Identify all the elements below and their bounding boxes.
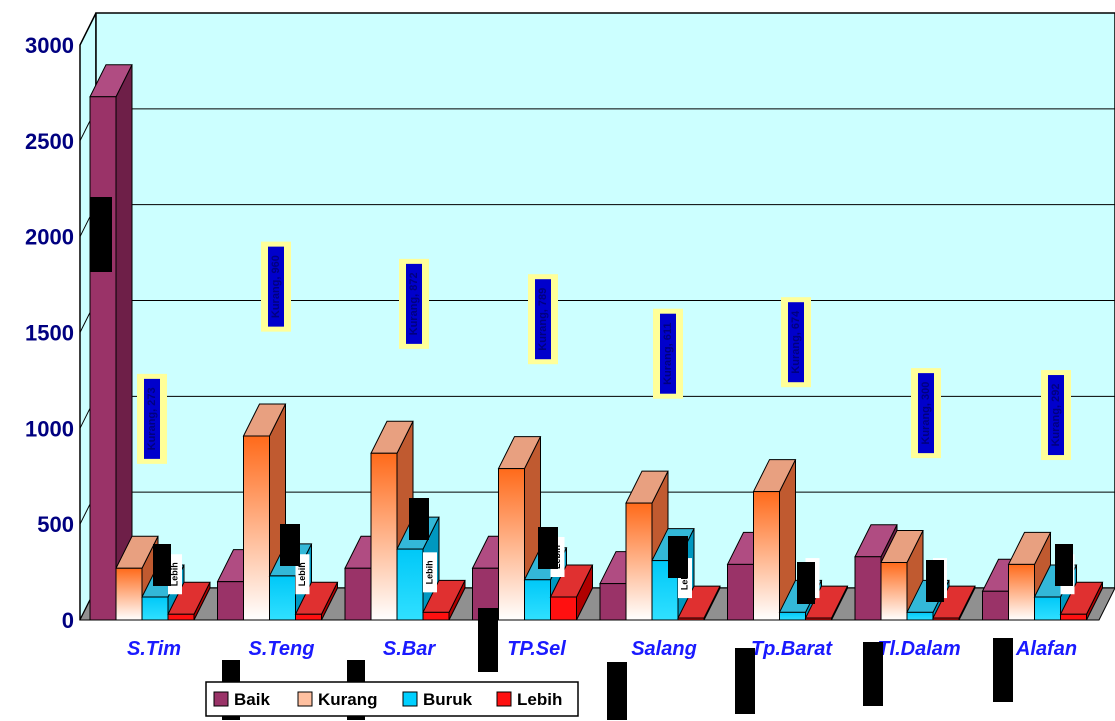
black-mark [668, 536, 688, 578]
bar-kurang[interactable] [242, 403, 287, 621]
y-tick-label: 2500 [25, 129, 74, 154]
legend-item-kurang[interactable]: Kurang [297, 690, 378, 709]
black-mark [478, 608, 498, 672]
svg-text:Kurang, 292: Kurang, 292 [1050, 384, 1062, 447]
svg-text:Kurang, 960: Kurang, 960 [270, 255, 282, 318]
svg-text:Buruk: Buruk [423, 690, 473, 709]
callout-label: Kurang, 960 [261, 241, 291, 332]
x-tick-label: Tl.Dalam [877, 638, 960, 660]
y-tick-label: 1500 [25, 321, 74, 346]
bar-series [89, 64, 1104, 621]
svg-text:Kurang: Kurang [318, 690, 378, 709]
legend-item-baik[interactable]: Baik [213, 690, 270, 709]
black-mark [538, 527, 558, 569]
callout-label: Kurang, 292 [1041, 370, 1071, 461]
plot-walls [79, 12, 1115, 621]
bar-lebih[interactable] [549, 564, 594, 621]
legend-box [205, 681, 579, 717]
bar-lebih[interactable] [167, 581, 211, 621]
callout-label: Kurang, 872 [399, 258, 429, 349]
x-tick-label: S.Bar [383, 638, 436, 660]
svg-text:Lebih: Lebih [679, 566, 689, 590]
callout-label: Kurang, 300 [911, 368, 941, 459]
svg-text:Lebih: Lebih [297, 562, 307, 586]
svg-text:Kurang, 872: Kurang, 872 [408, 272, 420, 335]
svg-text:Lebih: Lebih [424, 560, 434, 584]
x-tick-label: Alafan [1015, 638, 1077, 660]
black-mark [863, 642, 883, 706]
black-mark [993, 638, 1013, 702]
svg-text:Kurang, 273: Kurang, 273 [146, 387, 158, 450]
svg-text:Kurang, 611: Kurang, 611 [662, 323, 674, 385]
callout-label: Kurang, 674 [781, 297, 811, 388]
svg-text:Kurang, 674: Kurang, 674 [790, 310, 802, 374]
x-tick-label: Salang [631, 638, 697, 660]
legend[interactable]: Baik Kurang Buruk Lebih [205, 681, 579, 717]
black-mark [797, 562, 815, 604]
y-tick-label: 500 [37, 512, 74, 537]
black-mark [735, 648, 755, 714]
bar-kurang[interactable] [880, 530, 924, 621]
black-mark [607, 662, 627, 720]
y-tick-label: 0 [62, 608, 74, 633]
svg-text:Lebih: Lebih [169, 562, 179, 586]
bar-lebih[interactable] [677, 585, 721, 621]
callout-label: Kurang, 611 [653, 308, 683, 399]
y-tick-label: 1000 [25, 416, 74, 441]
y-tick-label: 2000 [25, 225, 74, 250]
svg-text:Kurang, 789: Kurang, 789 [537, 288, 549, 351]
legend-item-buruk[interactable]: Buruk [402, 690, 473, 709]
svg-text:Baik: Baik [234, 690, 270, 709]
black-mark [90, 197, 112, 272]
black-mark [926, 560, 944, 602]
lebih-label: Lebih [423, 552, 437, 593]
bar-lebih[interactable] [294, 581, 339, 621]
y-axis: 0 500 1000 1500 2000 2500 3000 [25, 33, 74, 633]
black-mark [153, 544, 171, 586]
bar-kurang[interactable] [752, 459, 797, 621]
lebih-label: Lebih [168, 554, 182, 595]
svg-text:Kurang, 300: Kurang, 300 [920, 382, 932, 445]
black-mark [1055, 544, 1073, 586]
callout-label: Kurang, 789 [528, 274, 558, 365]
black-mark [280, 524, 300, 566]
black-marks [90, 197, 1073, 720]
x-tick-label: Tp.Barat [751, 638, 833, 660]
x-tick-label: S.Tim [127, 638, 181, 660]
legend-item-lebih[interactable]: Lebih [496, 690, 562, 709]
x-tick-label: S.Teng [249, 638, 315, 660]
x-axis: S.Tim S.Teng S.Bar TP.Sel Salang Tp.Barat Tl.D… [127, 638, 1077, 660]
callout-label: Kurang, 273 [137, 373, 167, 464]
black-mark [409, 498, 429, 540]
gridline-side [79, 12, 97, 46]
x-tick-label: TP.Sel [507, 638, 566, 660]
bar-baik[interactable] [89, 64, 133, 621]
svg-text:Lebih: Lebih [517, 690, 562, 709]
y-tick-label: 3000 [25, 33, 74, 58]
bar-lebih[interactable] [1059, 581, 1104, 621]
